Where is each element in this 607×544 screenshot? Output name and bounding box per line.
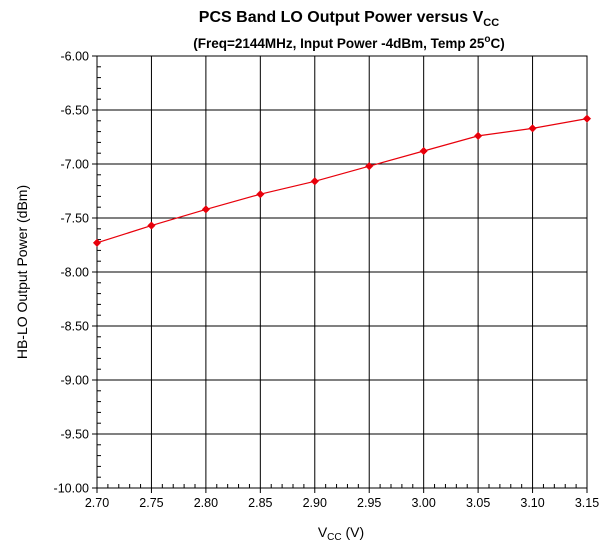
y-tick-label: -8.00 [61,266,90,280]
chart-subtitle-main: (Freq=2144MHz, Input Power -4dBm, Temp 2… [193,36,485,51]
data-point-marker [147,221,156,230]
data-point-marker [582,114,592,123]
x-axis-label-unit: (V) [342,524,365,540]
x-tick-label: 2.95 [357,496,381,510]
y-tick-label: -9.00 [61,374,90,388]
plot-frame [96,55,588,489]
y-tick-label: -6.50 [61,104,90,118]
x-axis-label-subscript: CC [327,532,341,543]
x-axis-label: VCC (V) [318,524,364,543]
chart-title: PCS Band LO Output Power versus VCC [199,9,499,29]
data-point-marker [310,177,319,186]
data-point-marker [256,190,265,199]
data-point-marker [473,131,483,141]
x-tick-label: 2.85 [248,496,272,510]
series-line [96,118,588,244]
x-tick-label: 3.00 [411,496,435,510]
y-axis-label: HB-LO Output Power (dBm) [14,185,30,359]
y-tick-label: -7.50 [61,212,90,226]
x-axis-label-main: V [318,524,328,540]
y-tick-label: -9.50 [61,428,90,442]
chart-title-subscript: CC [483,17,499,29]
data-point-marker [92,238,102,247]
y-tick-label: -7.00 [61,158,90,172]
y-tick-labels: -6.00 -6.50 -7.00 -7.50 -8.00 -8.50 -9.00 -9.50… [54,50,89,496]
chart-subtitle: (Freq=2144MHz, Input Power -4dBm, Temp 2… [193,34,505,51]
data-point-marker [419,146,428,156]
data-point-marker [365,162,374,171]
x-tick-label: 2.90 [303,496,327,510]
x-tick-label: 2.80 [194,496,218,510]
series-layer [92,114,592,247]
data-point-marker [201,205,211,214]
grid [96,55,588,489]
y-tick-label: -8.50 [61,320,90,334]
x-tick-labels: 2.70 2.75 2.80 2.85 2.90 2.95 3.00 3.05 3.10 3.15 [85,496,599,510]
chart-title-main: PCS Band LO Output Power versus V [199,9,484,26]
y-tick-label: -6.00 [61,50,90,64]
chart-subtitle-end: C) [491,36,505,51]
minor-ticks [92,55,588,493]
data-point-marker [528,124,537,133]
x-tick-label: 3.10 [520,496,544,510]
chart-subtitle-superscript: o [484,34,490,45]
x-tick-label: 3.05 [466,496,490,510]
x-tick-label: 3.15 [575,496,599,510]
x-tick-label: 2.75 [139,496,163,510]
y-tick-label: -10.00 [54,482,89,496]
x-tick-label: 2.70 [85,496,109,510]
